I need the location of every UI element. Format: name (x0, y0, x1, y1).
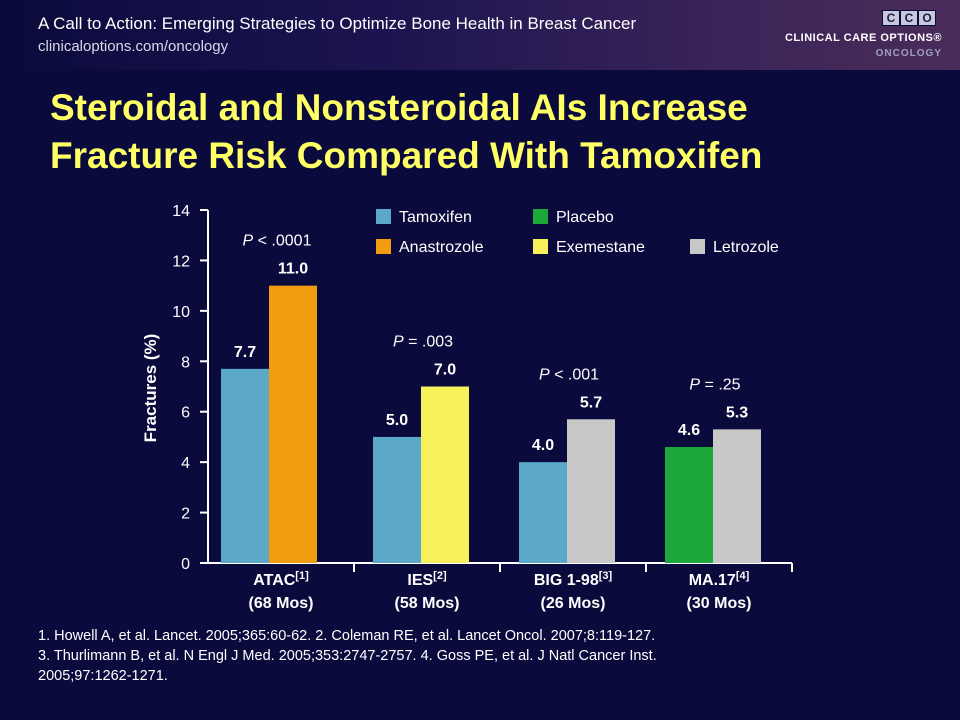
reference-line-2: 3. Thurlimann B, et al. N Engl J Med. 20… (38, 648, 657, 664)
bar-value-label: 11.0 (278, 261, 308, 278)
p-value-label: P < .0001 (243, 233, 312, 250)
legend-label-anastrozole: Anastrozole (399, 239, 484, 256)
p-value-symbol: P (539, 366, 550, 383)
p-value-text: < .0001 (253, 233, 311, 250)
header-title: A Call to Action: Emerging Strategies to… (38, 14, 637, 33)
legend-swatch-placebo (533, 209, 548, 224)
bar-placebo (665, 447, 713, 563)
legend-swatch-letrozole (690, 239, 705, 254)
y-tick-label: 2 (181, 506, 190, 523)
p-value-text: < .001 (550, 366, 599, 383)
bar-value-label: 4.0 (532, 437, 554, 454)
bar-letrozole (713, 429, 761, 563)
category-name: IES (407, 572, 433, 589)
bar-value-label: 7.7 (234, 344, 256, 361)
category-reference: [3] (599, 570, 613, 582)
y-axis-label: Fractures (%) (141, 334, 160, 443)
slide-title-line-1: Steroidal and Nonsteroidal AIs Increase (50, 87, 748, 128)
p-value-symbol: P (243, 233, 254, 250)
category-name: MA.17 (689, 572, 736, 589)
header-url: clinicaloptions.com/oncology (38, 38, 229, 55)
legend-swatch-anastrozole (376, 239, 391, 254)
p-value-text: = .25 (700, 376, 741, 393)
slide-title: Steroidal and Nonsteroidal AIs Increase … (50, 84, 930, 180)
x-category-duration: (26 Mos) (541, 595, 606, 612)
category-name: BIG 1-98 (534, 572, 599, 589)
x-category-duration: (68 Mos) (249, 595, 314, 612)
logo-letter: O (918, 10, 936, 26)
logo-wordmark: CLINICAL CARE OPTIONS® (784, 32, 942, 44)
x-category-duration: (58 Mos) (395, 595, 460, 612)
bar-value-label: 7.0 (434, 362, 456, 379)
p-value-text: = .003 (404, 334, 453, 351)
y-tick-label: 6 (181, 405, 190, 422)
references: 1. Howell A, et al. Lancet. 2005;365:60-… (38, 626, 918, 686)
bar-value-label: 5.0 (386, 412, 408, 429)
bar-letrozole (567, 419, 615, 563)
bar-value-label: 5.3 (726, 404, 748, 421)
p-value-symbol: P (689, 376, 700, 393)
x-category-label: BIG 1-98[3] (534, 570, 613, 589)
reference-line-3: 2005;97:1262-1271. (38, 668, 168, 684)
x-category-label: ATAC[1] (253, 570, 309, 589)
x-category-label: MA.17[4] (689, 570, 750, 589)
reference-line-1: 1. Howell A, et al. Lancet. 2005;365:60-… (38, 628, 656, 644)
category-reference: [1] (295, 570, 309, 582)
legend-swatch-exemestane (533, 239, 548, 254)
y-tick-label: 8 (181, 354, 190, 371)
logo-subtitle: ONCOLOGY (875, 48, 942, 59)
y-tick-label: 10 (172, 304, 190, 321)
category-name: ATAC (253, 572, 296, 589)
category-reference: [4] (736, 570, 750, 582)
y-tick-label: 0 (181, 556, 190, 573)
p-value-symbol: P (393, 334, 404, 351)
p-value-label: P = .003 (393, 334, 453, 351)
bar-exemestane (421, 386, 469, 563)
y-tick-label: 4 (181, 455, 190, 472)
legend-label-letrozole: Letrozole (713, 239, 779, 256)
x-category-label: IES[2] (407, 570, 447, 589)
category-reference: [2] (433, 570, 447, 582)
bar-value-label: 5.7 (580, 394, 602, 411)
bar-tamoxifen (519, 462, 567, 563)
legend-label-placebo: Placebo (556, 209, 614, 226)
logo-letter: C (900, 10, 918, 26)
legend-label-tamoxifen: Tamoxifen (399, 209, 472, 226)
p-value-label: P < .001 (539, 366, 599, 383)
bar-tamoxifen (373, 436, 421, 563)
x-category-duration: (30 Mos) (687, 595, 752, 612)
y-tick-label: 14 (172, 203, 190, 220)
bar-anastrozole (269, 285, 317, 563)
legend-label-exemestane: Exemestane (556, 239, 645, 256)
bar-value-label: 4.6 (678, 422, 700, 439)
legend-swatch-tamoxifen (376, 209, 391, 224)
header-band (0, 0, 960, 70)
y-tick-label: 12 (172, 253, 190, 270)
slide-title-line-2: Fracture Risk Compared With Tamoxifen (50, 135, 763, 176)
logo-letter: C (882, 10, 900, 26)
bar-tamoxifen (221, 368, 269, 563)
p-value-label: P = .25 (689, 376, 740, 393)
